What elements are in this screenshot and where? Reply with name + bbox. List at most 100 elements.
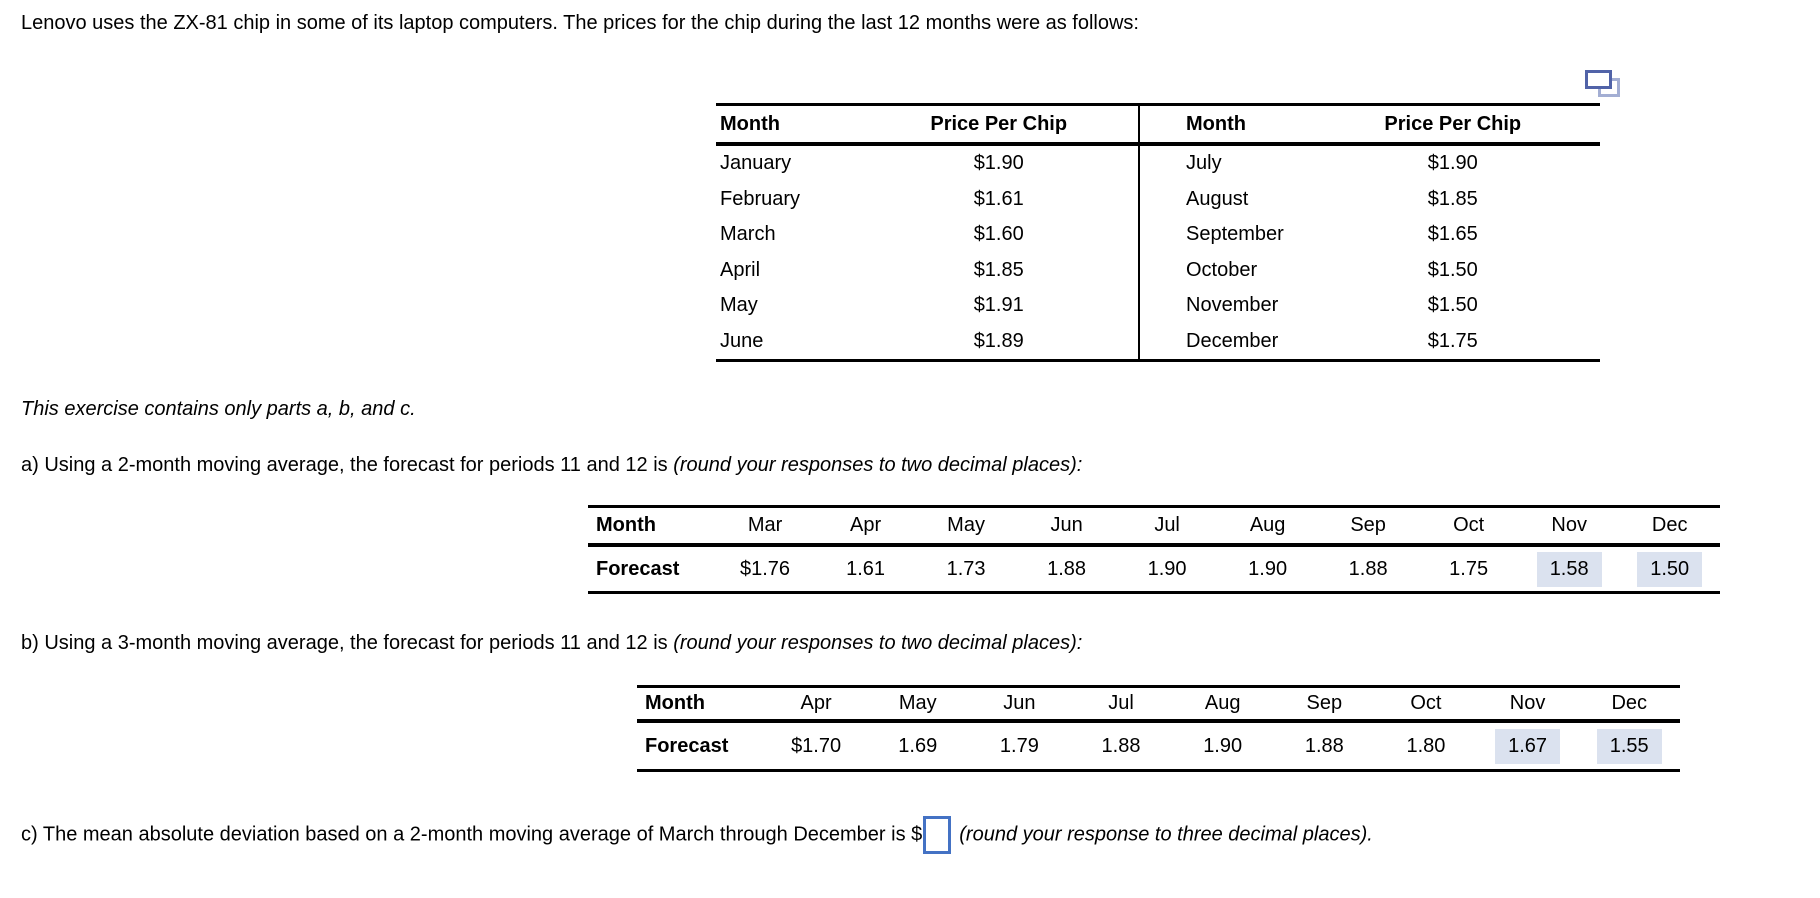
- month-cell: July: [1186, 152, 1222, 175]
- table-row: January $1.90: [716, 146, 1138, 182]
- month-header-cell: May: [947, 514, 985, 536]
- row-label-forecast: Forecast: [596, 557, 680, 580]
- forecast-answer-field-dec[interactable]: 1.50: [1637, 551, 1703, 587]
- month-cell: March: [720, 223, 776, 246]
- forecast-answer-field-nov[interactable]: 1.58: [1536, 551, 1602, 587]
- column-header-month: Month: [645, 692, 705, 714]
- column-header-price: Price Per Chip: [930, 112, 1068, 135]
- forecast-value: 1.88: [1348, 557, 1388, 580]
- price-cell: $1.85: [1427, 187, 1478, 210]
- month-cell: April: [720, 258, 761, 281]
- month-cell: November: [1186, 294, 1279, 317]
- forecast-value: 1.79: [999, 734, 1039, 757]
- part-b-prompt: b) Using a 3-month moving average, the f…: [21, 630, 1082, 656]
- price-cell: $1.50: [1427, 258, 1478, 281]
- month-header-cell: Oct: [1453, 514, 1485, 536]
- part-c-prompt: c) The mean absolute deviation based on …: [21, 816, 1373, 854]
- forecast-table-2-month: Month Mar Apr May Jun Jul Aug Sep Oct No…: [588, 505, 1720, 594]
- price-table-right-half: Month Price Per Chip July $1.90 August $…: [1138, 106, 1600, 359]
- part-c-prompt-normal: c) The mean absolute deviation based on …: [21, 823, 923, 846]
- forecast-value: 1.90: [1248, 557, 1288, 580]
- column-header-month: Month: [596, 514, 656, 536]
- month-header-cell: Apr: [849, 514, 882, 536]
- table-row: June $1.89: [716, 324, 1138, 360]
- intro-text: Lenovo uses the ZX-81 chip in some of it…: [21, 12, 1139, 34]
- price-cell: $1.90: [1427, 152, 1478, 175]
- part-b-prompt-italic: (round your responses to two decimal pla…: [673, 632, 1083, 654]
- table-row: April $1.85: [716, 253, 1138, 289]
- price-cell: $1.91: [973, 294, 1024, 317]
- forecast-value: 1.75: [1449, 557, 1489, 580]
- forecast-value: 1.80: [1406, 734, 1446, 757]
- copy-icon-front-sheet: [1585, 70, 1612, 89]
- table-row: May $1.91: [716, 288, 1138, 324]
- month-header-cell: Nov: [1551, 514, 1587, 536]
- month-header-cell: Jun: [1050, 514, 1083, 536]
- month-header-cell: Jul: [1108, 692, 1134, 714]
- forecast-value: 1.90: [1203, 734, 1243, 757]
- month-cell: June: [720, 329, 764, 352]
- month-header-cell: Aug: [1249, 514, 1286, 536]
- month-header-cell: Jun: [1003, 692, 1036, 714]
- forecast-answer-field-dec[interactable]: 1.55: [1596, 728, 1662, 764]
- price-cell: $1.90: [973, 152, 1024, 175]
- part-b-prompt-normal: b) Using a 3-month moving average, the f…: [21, 632, 674, 654]
- part-c-prompt-italic: (round your response to three decimal pl…: [959, 823, 1373, 846]
- part-a-prompt-normal: a) Using a 2-month moving average, the f…: [21, 454, 674, 476]
- table-row: February $1.61: [716, 182, 1138, 218]
- price-table-left-half: Month Price Per Chip January $1.90 Febru…: [716, 106, 1138, 359]
- month-header-cell: Sep: [1306, 692, 1343, 714]
- column-header-price: Price Per Chip: [1384, 112, 1522, 135]
- price-cell: $1.60: [973, 223, 1024, 246]
- month-header-cell: Sep: [1350, 514, 1386, 536]
- price-cell: $1.89: [973, 329, 1024, 352]
- month-header-cell: Apr: [800, 692, 832, 714]
- price-cell: $1.85: [973, 258, 1024, 281]
- month-header-cell: Oct: [1410, 692, 1442, 714]
- month-cell: August: [1186, 187, 1249, 210]
- part-a-prompt: a) Using a 2-month moving average, the f…: [21, 452, 1082, 478]
- forecast-value: 1.69: [898, 734, 938, 757]
- month-cell: September: [1186, 223, 1284, 246]
- table-row: October $1.50: [1140, 253, 1600, 289]
- month-header-cell: Mar: [747, 514, 783, 536]
- forecast-value: 1.88: [1101, 734, 1141, 757]
- column-header-month: Month: [720, 112, 780, 135]
- price-cell: $1.61: [973, 187, 1024, 210]
- price-cell: $1.50: [1427, 294, 1478, 317]
- forecast-value: 1.88: [1304, 734, 1344, 757]
- table-row: July $1.90: [1140, 146, 1600, 182]
- month-header-cell: Aug: [1204, 692, 1241, 714]
- table-row: August $1.85: [1140, 182, 1600, 218]
- month-cell: December: [1186, 329, 1279, 352]
- forecast-value: 1.61: [846, 557, 886, 580]
- forecast-value: 1.90: [1147, 557, 1187, 580]
- price-cell: $1.65: [1427, 223, 1478, 246]
- row-label-forecast: Forecast: [645, 734, 729, 757]
- copy-icon[interactable]: [1585, 70, 1621, 100]
- forecast-table-3-month: Month Apr May Jun Jul Aug Sep Oct Nov De…: [637, 685, 1680, 772]
- month-header-cell: Jul: [1154, 514, 1180, 536]
- month-cell: October: [1186, 258, 1258, 281]
- mad-answer-input[interactable]: [923, 816, 952, 854]
- forecast-value: $1.70: [791, 734, 842, 757]
- table-row: March $1.60: [716, 217, 1138, 253]
- part-a-prompt-italic: (round your responses to two decimal pla…: [673, 454, 1083, 476]
- forecast-answer-field-nov[interactable]: 1.67: [1495, 728, 1561, 764]
- month-cell: May: [720, 294, 758, 317]
- exercise-note: This exercise contains only parts a, b, …: [21, 398, 416, 420]
- column-header-month: Month: [1186, 112, 1246, 135]
- month-header-cell: Dec: [1651, 514, 1688, 536]
- month-header-cell: Nov: [1509, 692, 1546, 714]
- forecast-value: 1.88: [1047, 557, 1087, 580]
- forecast-value: 1.73: [946, 557, 986, 580]
- table-row: November $1.50: [1140, 288, 1600, 324]
- month-cell: February: [720, 187, 801, 210]
- table-row: December $1.75: [1140, 324, 1600, 360]
- month-header-cell: May: [898, 692, 937, 714]
- table-row: September $1.65: [1140, 217, 1600, 253]
- forecast-value: $1.76: [740, 557, 791, 580]
- chip-price-table: Month Price Per Chip January $1.90 Febru…: [716, 103, 1600, 362]
- month-cell: January: [720, 152, 792, 175]
- price-cell: $1.75: [1427, 329, 1478, 352]
